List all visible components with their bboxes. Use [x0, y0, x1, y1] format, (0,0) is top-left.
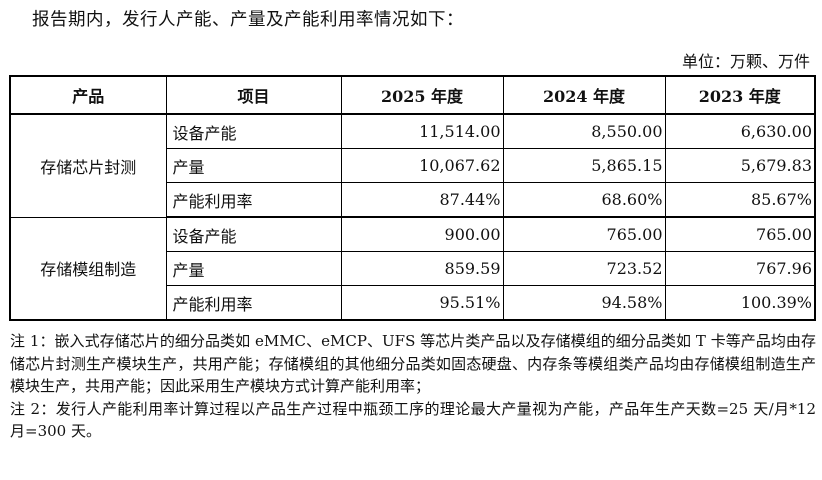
- table-row: 存储芯片封测 设备产能 11,514.00 8,550.00 6,630.00: [9, 113, 816, 218]
- header-2023: 2023 年度: [664, 75, 816, 115]
- row-item: 产能利用率: [165, 182, 342, 218]
- header-product: 产品: [9, 75, 167, 115]
- header-item: 项目: [165, 75, 342, 115]
- value-2024: 765.00: [502, 216, 666, 252]
- intro-text: 报告期内，发行人产能、产量及产能利用率情况如下：: [32, 10, 464, 30]
- product-chip-packaging: 存储芯片封测: [9, 113, 167, 218]
- unit-label: 单位：万颗、万件: [681, 52, 810, 71]
- product-module-manufacturing: 存储模组制造: [9, 216, 167, 321]
- value-2023: 85.67%: [664, 182, 816, 218]
- header-2025: 2025 年度: [340, 75, 504, 115]
- value-2023: 765.00: [664, 216, 816, 252]
- value-2023: 6,630.00: [664, 113, 816, 149]
- row-item: 产量: [165, 251, 342, 286]
- row-item: 设备产能: [165, 113, 342, 149]
- note-2: 注 2：发行人产能利用率计算过程以产品生产过程中瓶颈工序的理论最大产量视为产能，…: [10, 399, 816, 441]
- value-2024: 5,865.15: [502, 148, 666, 183]
- note-1: 注 1：嵌入式存储芯片的细分品类如 eMMC、eMCP、UFS 等芯片类产品以及…: [10, 332, 816, 395]
- table-row: 产能利用率 95.51% 94.58% 100.39%: [10, 285, 816, 321]
- row-item: 产能利用率: [165, 285, 342, 321]
- value-2024: 94.58%: [502, 285, 666, 321]
- capacity-table: 产品 项目 2025 年度 2024 年度 2023 年度 存储芯片封测 设备产…: [9, 75, 816, 321]
- value-2024: 8,550.00: [502, 113, 666, 149]
- notes-section: 注 1：嵌入式存储芯片的细分品类如 eMMC、eMCP、UFS 等芯片类产品以及…: [10, 330, 816, 443]
- row-item: 设备产能: [165, 216, 342, 252]
- header-2024: 2024 年度: [502, 75, 666, 115]
- value-2025: 900.00: [340, 216, 504, 252]
- value-2023: 767.96: [664, 251, 816, 286]
- value-2023: 100.39%: [664, 285, 816, 321]
- value-2023: 5,679.83: [664, 148, 816, 183]
- value-2025: 95.51%: [340, 285, 504, 321]
- table-row: 产量 859.59 723.52 767.96: [10, 251, 816, 286]
- value-2025: 87.44%: [340, 182, 504, 218]
- table-header-row: 产品 项目 2025 年度 2024 年度 2023 年度: [9, 75, 816, 115]
- value-2024: 723.52: [502, 251, 666, 286]
- table-row: 产量 10,067.62 5,865.15 5,679.83: [10, 148, 816, 183]
- value-2024: 68.60%: [502, 182, 666, 218]
- table-row: 存储模组制造 设备产能 900.00 765.00 765.00: [9, 216, 816, 321]
- value-2025: 859.59: [340, 251, 504, 286]
- value-2025: 10,067.62: [340, 148, 504, 183]
- value-2025: 11,514.00: [340, 113, 504, 149]
- row-item: 产量: [165, 148, 342, 183]
- table-row: 产能利用率 87.44% 68.60% 85.67%: [10, 182, 816, 218]
